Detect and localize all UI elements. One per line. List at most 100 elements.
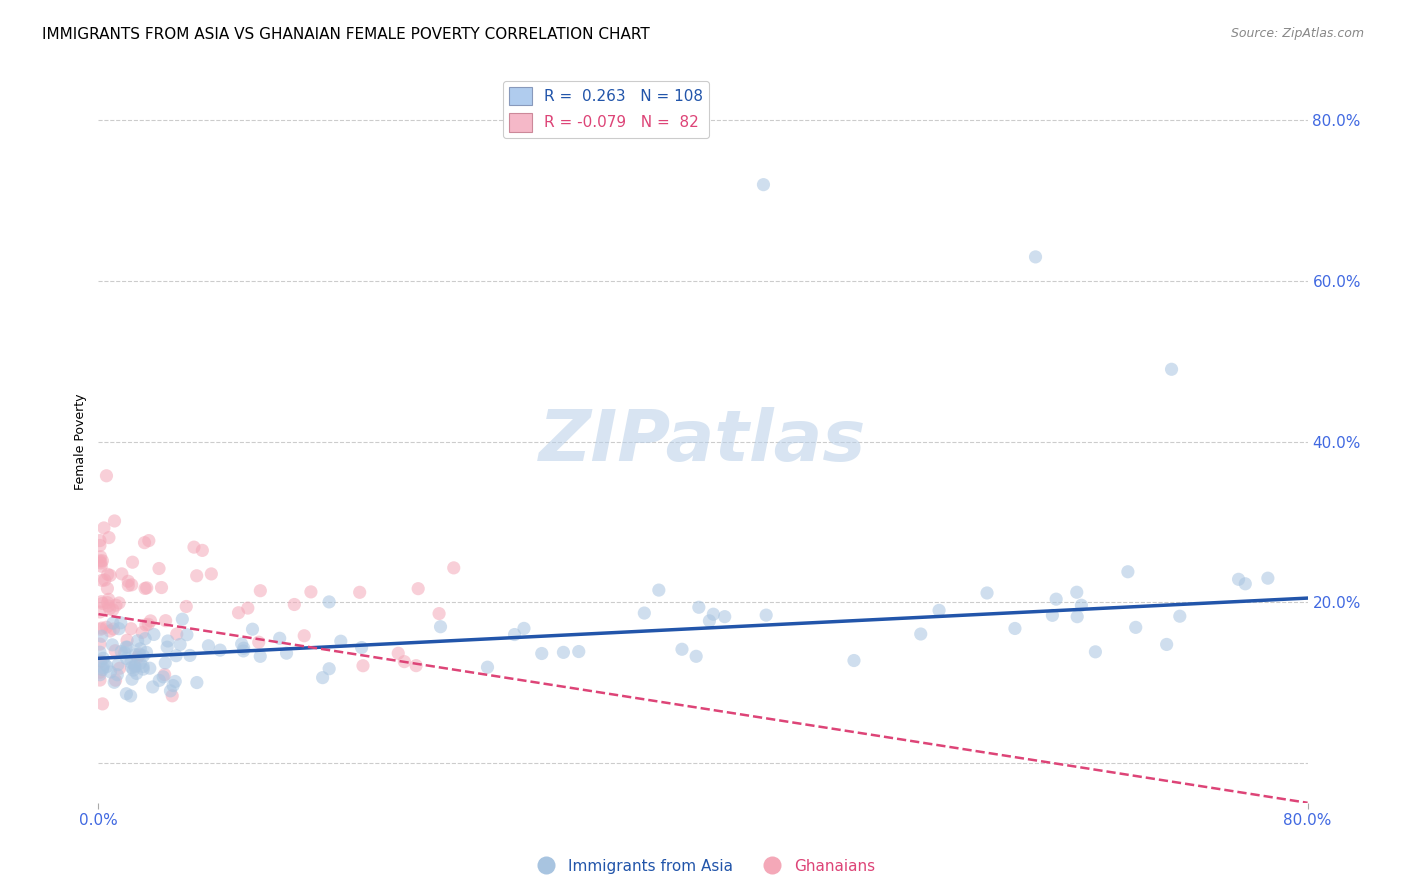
Point: [96, 596, 118, 610]
Point: [89, 673, 111, 687]
Point: [124, 660, 146, 674]
Point: [477, 660, 499, 674]
Point: [97, 567, 120, 582]
Point: [1160, 362, 1182, 376]
Point: [179, 648, 201, 663]
Point: [96, 620, 118, 634]
Point: [115, 687, 138, 701]
Point: [443, 561, 465, 575]
Point: [108, 622, 131, 636]
Point: [242, 622, 264, 636]
Point: [115, 633, 138, 648]
Point: [90, 622, 112, 636]
Point: [1125, 620, 1147, 634]
Point: [90, 629, 112, 643]
Point: [100, 665, 122, 679]
Point: [153, 667, 176, 681]
Point: [236, 601, 259, 615]
Point: [318, 595, 340, 609]
Point: [162, 679, 184, 693]
Text: Source: ZipAtlas.com: Source: ZipAtlas.com: [1230, 27, 1364, 40]
Point: [97, 599, 120, 613]
Point: [513, 621, 536, 635]
Point: [134, 582, 156, 596]
Point: [90, 621, 112, 635]
Point: [155, 656, 177, 670]
Point: [150, 581, 173, 595]
Point: [89, 637, 111, 651]
Point: [1168, 609, 1191, 624]
Point: [1045, 592, 1067, 607]
Point: [91, 597, 114, 611]
Point: [142, 680, 165, 694]
Point: [90, 654, 112, 668]
Point: [96, 468, 118, 483]
Point: [129, 641, 152, 656]
Point: [121, 660, 143, 674]
Point: [91, 697, 114, 711]
Point: [186, 568, 208, 582]
Point: [132, 648, 155, 663]
Point: [429, 620, 451, 634]
Point: [91, 651, 114, 665]
Point: [111, 566, 134, 581]
Point: [132, 662, 155, 676]
Point: [90, 595, 112, 609]
Point: [633, 606, 655, 620]
Point: [114, 646, 136, 660]
Point: [108, 661, 131, 675]
Point: [1042, 608, 1064, 623]
Point: [94, 573, 117, 587]
Point: [350, 640, 373, 655]
Point: [405, 658, 427, 673]
Point: [120, 655, 142, 669]
Point: [329, 634, 352, 648]
Point: [394, 655, 416, 669]
Point: [648, 583, 671, 598]
Point: [406, 582, 429, 596]
Text: ZIPatlas: ZIPatlas: [540, 407, 866, 476]
Point: [89, 533, 111, 548]
Point: [121, 578, 143, 592]
Point: [1004, 622, 1026, 636]
Point: [101, 638, 124, 652]
Point: [117, 640, 139, 655]
Point: [685, 649, 707, 664]
Point: [232, 644, 254, 658]
Point: [231, 637, 253, 651]
Point: [122, 663, 145, 677]
Point: [117, 578, 139, 592]
Point: [105, 667, 128, 681]
Point: [90, 559, 112, 574]
Point: [165, 648, 187, 663]
Point: [702, 607, 724, 622]
Point: [91, 554, 114, 568]
Point: [103, 675, 125, 690]
Point: [553, 645, 575, 659]
Point: [93, 521, 115, 535]
Point: [115, 640, 138, 655]
Point: [1084, 645, 1107, 659]
Point: [131, 625, 153, 640]
Point: [90, 556, 112, 570]
Point: [688, 600, 710, 615]
Point: [530, 647, 553, 661]
Point: [276, 646, 298, 660]
Point: [135, 581, 157, 595]
Point: [129, 656, 152, 670]
Point: [713, 609, 735, 624]
Point: [1066, 609, 1088, 624]
Point: [232, 641, 254, 656]
Point: [352, 658, 374, 673]
Point: [138, 533, 160, 548]
Point: [91, 660, 114, 674]
Point: [103, 622, 125, 636]
Point: [156, 640, 179, 655]
Point: [142, 627, 165, 641]
Point: [160, 689, 183, 703]
Point: [165, 674, 187, 689]
Point: [103, 514, 125, 528]
Point: [89, 539, 111, 553]
Point: [89, 667, 111, 681]
Point: [299, 585, 322, 599]
